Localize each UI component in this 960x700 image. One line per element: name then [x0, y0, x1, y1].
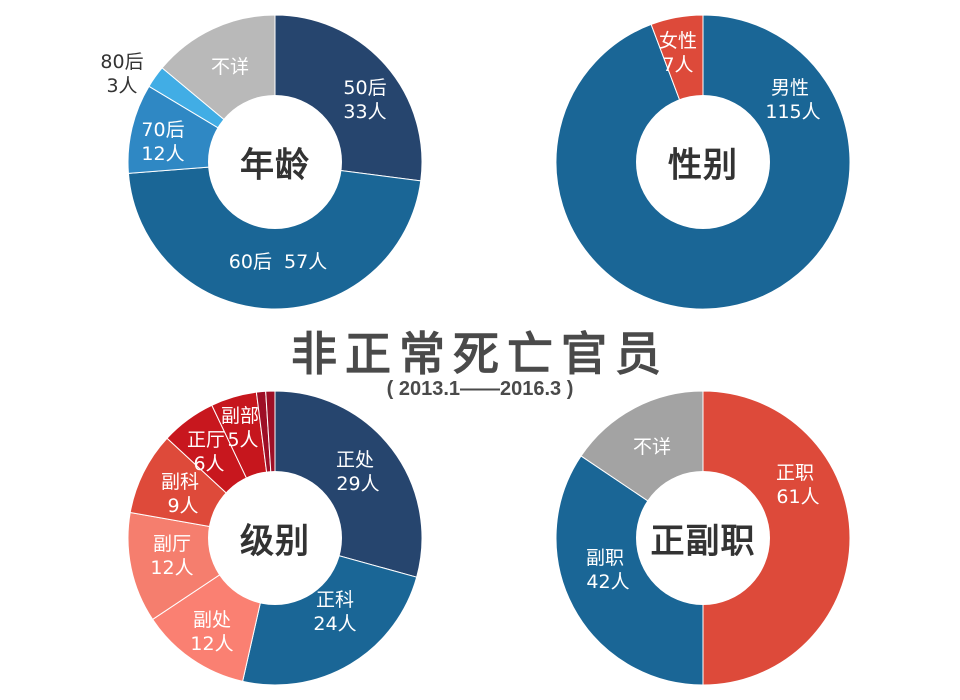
segment-label: 女性 7人 — [658, 30, 698, 76]
segment-label: 正处 29人 — [335, 449, 380, 495]
donut-hole — [636, 471, 770, 605]
segment-label: 副职 42人 — [585, 547, 630, 593]
segment-label: 70后 12人 — [141, 119, 185, 165]
donut-segment — [127, 161, 422, 310]
date-range-subtitle: ( 2013.1——2016.3 ) — [386, 378, 574, 400]
position-donut-chart — [555, 390, 851, 686]
donut-hole — [208, 95, 342, 229]
segment-label: 正科 24人 — [313, 589, 357, 635]
segment-label: 80后 3人 — [100, 51, 144, 97]
donut-center-title: 年龄 — [240, 145, 310, 186]
segment-label: 男性 115人 — [765, 77, 821, 123]
segment-label: 正厅 6人 — [186, 429, 226, 475]
rank-donut-chart — [127, 390, 423, 686]
age-donut-chart — [127, 14, 423, 310]
donut-center-title: 正副职 — [650, 521, 756, 562]
donut-center-title: 级别 — [240, 521, 310, 562]
segment-label: 副厅 12人 — [150, 533, 194, 579]
donut-segment — [555, 455, 704, 686]
segment-label: 正职 61人 — [775, 462, 820, 508]
segment-label: 副科 9人 — [160, 471, 200, 517]
donut-segment — [702, 390, 851, 686]
donut-hole — [208, 471, 342, 605]
donut-hole — [636, 95, 770, 229]
segment-label: 不详 — [632, 436, 672, 458]
donut-center-title: 性别 — [668, 145, 738, 186]
segment-label: 50后 33人 — [343, 77, 387, 123]
segment-label: 不详 — [210, 56, 250, 78]
segment-label: 60后 57人 — [228, 251, 328, 273]
segment-label: 副部 5人 — [220, 405, 260, 451]
gender-donut-chart — [555, 14, 851, 310]
segment-label: 副处 12人 — [190, 609, 234, 655]
infographic-title: 非正常死亡官员 — [291, 327, 669, 381]
